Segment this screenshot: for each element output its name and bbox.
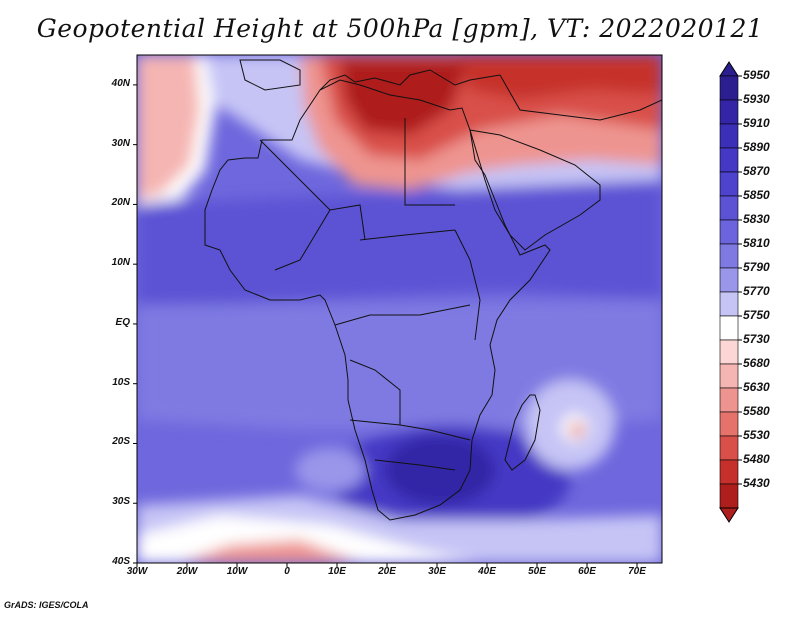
colorbar-level-label: 5480 — [743, 452, 770, 466]
colorbar-swatch — [719, 387, 739, 413]
lat-label: 30N — [111, 137, 130, 149]
colorbar-swatch — [719, 75, 739, 101]
colorbar-level-label: 5770 — [743, 284, 770, 298]
colorbar-swatch — [719, 315, 739, 341]
lon-label: 50E — [528, 566, 546, 577]
lat-label: 10N — [111, 257, 130, 269]
lat-label: 30S — [112, 496, 130, 508]
central-border — [359, 229, 456, 241]
lon-label: 10W — [226, 566, 248, 577]
north-atlantic-ridge — [137, 55, 200, 200]
colorbar-top-arrow — [719, 61, 739, 77]
colorbar-swatch — [719, 363, 739, 389]
southern-border-2 — [374, 459, 456, 471]
southern-africa-core — [385, 435, 495, 505]
colorbar-level-label: 5930 — [743, 92, 770, 106]
sahara-border-2 — [274, 209, 331, 271]
africa-coastline — [204, 79, 551, 521]
lat-label: EQ — [115, 316, 130, 328]
madagascar-outline — [504, 394, 541, 471]
lat-label: 20N — [111, 197, 130, 209]
colorbar-swatch — [719, 171, 739, 197]
colorbar — [719, 61, 742, 523]
iberia — [239, 59, 301, 91]
colorbar-level-label: 5830 — [743, 212, 770, 226]
axis-ticks — [133, 84, 638, 567]
lon-label: 70E — [628, 566, 646, 577]
south-atlantic-trough — [180, 540, 360, 563]
colorbar-level-label: 5890 — [743, 140, 770, 154]
colorbar-swatch — [719, 411, 739, 437]
colorbar-level-label: 5850 — [743, 188, 770, 202]
equatorial-band — [137, 300, 662, 430]
colorbar-level-label: 5950 — [743, 68, 770, 82]
east-african-border — [454, 229, 481, 341]
east-med-core — [460, 55, 662, 100]
colorbar-swatch — [719, 339, 739, 365]
colorbar-level-label: 5870 — [743, 164, 770, 178]
mascarene-low-core — [570, 423, 584, 437]
middle-east-borders — [499, 74, 662, 121]
lon-label: 10E — [328, 566, 346, 577]
colorbar-swatch — [719, 435, 739, 461]
colorbar-swatch — [719, 483, 739, 509]
angola-border — [349, 359, 401, 425]
lat-label: 20S — [112, 436, 130, 448]
lat-label: 40N — [111, 77, 130, 89]
lon-label: 40E — [478, 566, 496, 577]
height-field — [137, 55, 662, 563]
nile-border — [404, 118, 455, 206]
colorbar-level-label: 5680 — [743, 356, 770, 370]
lon-label: 60E — [578, 566, 596, 577]
colorbar-level-label: 5630 — [743, 380, 770, 394]
colorbar-swatch — [719, 459, 739, 485]
colorbar-level-label: 5910 — [743, 116, 770, 130]
colorbar-level-label: 5730 — [743, 332, 770, 346]
south-atlantic-pale-cell — [295, 448, 365, 492]
southern-border-1 — [349, 419, 471, 441]
lat-label: 40S — [112, 556, 130, 567]
mediterranean-north-coast — [319, 69, 501, 91]
sahara-border-1 — [259, 139, 366, 241]
coastlines-and-borders — [204, 59, 662, 521]
colorbar-level-label: 5790 — [743, 260, 770, 274]
equatorial-border — [334, 304, 471, 326]
colorbar-swatch — [719, 267, 739, 293]
grads-credit: GrADS: IGES/COLA — [4, 600, 89, 610]
lon-label: 20E — [378, 566, 396, 577]
colorbar-level-label: 5430 — [743, 476, 770, 490]
arabian-peninsula — [469, 129, 601, 251]
colorbar-level-label: 5810 — [743, 236, 770, 250]
lon-label: 0 — [284, 566, 290, 577]
map-title: Geopotential Height at 500hPa [gpm], VT:… — [36, 14, 764, 43]
colorbar-level-label: 5580 — [743, 404, 770, 418]
colorbar-level-label: 5530 — [743, 428, 770, 442]
lon-label: 20W — [176, 566, 198, 577]
lon-label: 30W — [126, 566, 148, 577]
colorbar-swatch — [719, 291, 739, 317]
colorbar-swatch — [719, 123, 739, 149]
plot-frame — [136, 54, 663, 564]
colorbar-swatch — [719, 219, 739, 245]
lon-label: 30E — [428, 566, 446, 577]
colorbar-swatch — [719, 195, 739, 221]
colorbar-swatch — [719, 99, 739, 125]
colorbar-bottom-arrow — [719, 507, 739, 523]
lat-label: 10S — [112, 376, 130, 388]
colorbar-level-label: 5750 — [743, 308, 770, 322]
tropical-band — [137, 180, 662, 310]
colorbar-swatch — [719, 243, 739, 269]
colorbar-swatch — [719, 147, 739, 173]
